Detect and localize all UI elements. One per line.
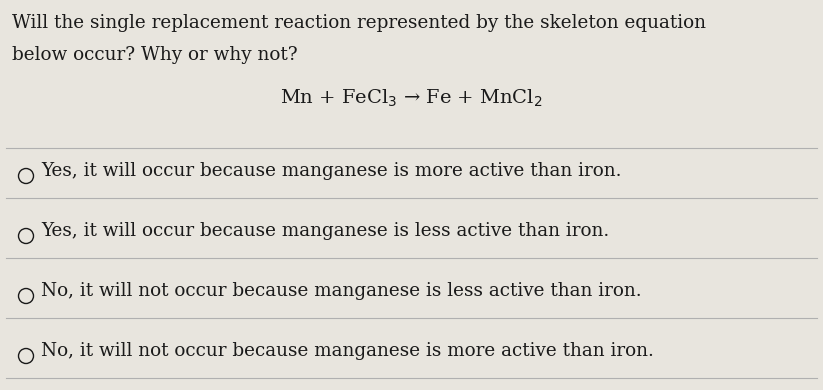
Text: Will the single replacement reaction represented by the skeleton equation: Will the single replacement reaction rep… [12, 14, 706, 32]
Text: No, it will not occur because manganese is more active than iron.: No, it will not occur because manganese … [41, 342, 654, 360]
Text: below occur? Why or why not?: below occur? Why or why not? [12, 46, 298, 64]
Text: Yes, it will occur because manganese is less active than iron.: Yes, it will occur because manganese is … [41, 222, 610, 240]
Text: No, it will not occur because manganese is less active than iron.: No, it will not occur because manganese … [41, 282, 642, 300]
Text: Yes, it will occur because manganese is more active than iron.: Yes, it will occur because manganese is … [41, 162, 622, 180]
Text: Mn + FeCl$_3$ → Fe + MnCl$_2$: Mn + FeCl$_3$ → Fe + MnCl$_2$ [280, 88, 543, 109]
